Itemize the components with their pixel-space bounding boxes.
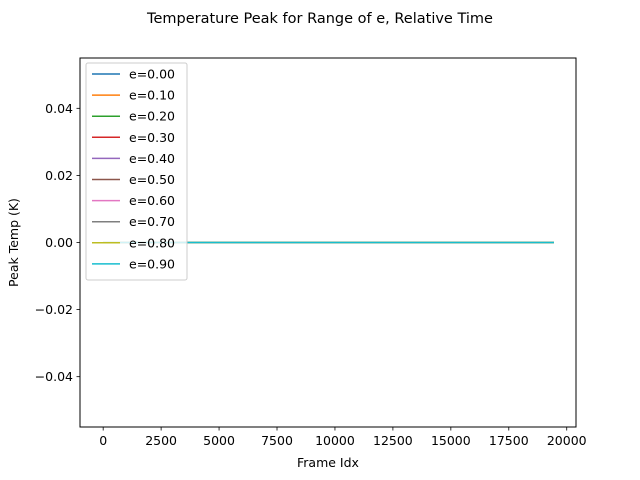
y-tick-label: −0.02 <box>35 302 73 317</box>
x-tick-label: 2500 <box>145 433 177 448</box>
y-tick-label: 0.02 <box>45 168 73 183</box>
x-axis-ticks: 0 2500 5000 7500 10000 12500 15000 17500 20000 <box>99 427 587 448</box>
x-tick-label: 0 <box>99 433 107 448</box>
legend-label: e=0.20 <box>129 109 175 124</box>
y-tick-label: −0.04 <box>35 369 73 384</box>
y-tick-label: 0.00 <box>45 235 73 250</box>
chart-title: Temperature Peak for Range of e, Relativ… <box>146 11 493 27</box>
legend-box <box>85 62 188 281</box>
legend-label: e=0.50 <box>129 172 175 187</box>
legend-label: e=0.60 <box>129 193 175 208</box>
y-axis-ticks: −0.04 −0.02 0.00 0.02 0.04 <box>35 101 80 384</box>
legend-label: e=0.70 <box>129 214 175 229</box>
x-tick-label: 7500 <box>261 433 293 448</box>
y-axis-label: Peak Temp (K) <box>6 198 21 287</box>
legend-label: e=0.80 <box>129 235 175 250</box>
x-axis-label: Frame Idx <box>297 455 359 470</box>
legend-label: e=0.00 <box>129 67 175 82</box>
x-tick-label: 10000 <box>315 433 355 448</box>
x-tick-label: 12500 <box>373 433 413 448</box>
legend-label: e=0.40 <box>129 151 175 166</box>
legend-label: e=0.10 <box>129 88 175 103</box>
x-tick-label: 20000 <box>547 433 587 448</box>
legend: e=0.00 e=0.10 e=0.20 e=0.30 e=0.40 e=0.50 e=0.… <box>85 62 188 281</box>
x-tick-label: 5000 <box>203 433 235 448</box>
y-tick-label: 0.04 <box>45 101 73 116</box>
legend-label: e=0.90 <box>129 256 175 271</box>
x-tick-label: 17500 <box>489 433 529 448</box>
legend-label: e=0.30 <box>129 130 175 145</box>
x-tick-label: 15000 <box>431 433 471 448</box>
